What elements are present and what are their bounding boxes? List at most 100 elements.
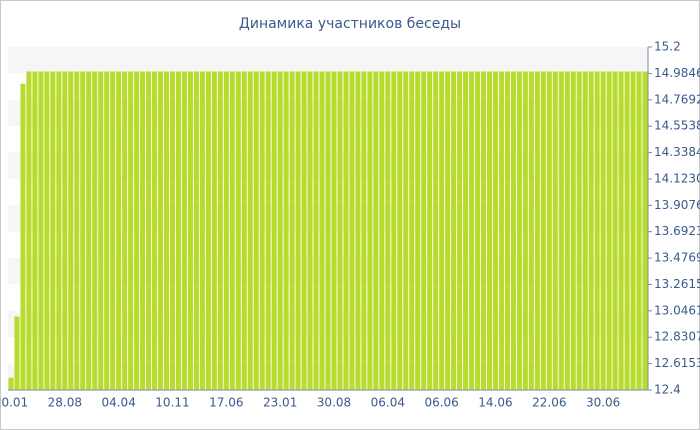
bar — [481, 71, 487, 390]
bar — [313, 71, 319, 390]
bar — [146, 71, 152, 390]
bar — [325, 71, 331, 390]
bar — [289, 71, 295, 390]
x-tick-label: 10.11 — [155, 396, 189, 410]
bar — [624, 71, 630, 390]
bar — [463, 71, 469, 390]
bar — [355, 71, 361, 390]
bar — [397, 71, 403, 390]
x-tick-label: 20.01 — [0, 396, 28, 410]
bar — [510, 71, 516, 390]
bar — [486, 71, 493, 390]
y-tick-label: 13.6923 — [654, 224, 700, 238]
y-tick-label: 13.9076 — [654, 198, 700, 212]
bar — [588, 71, 594, 390]
bar — [128, 71, 134, 390]
bar — [469, 71, 475, 390]
bar — [570, 71, 576, 390]
bar — [564, 71, 570, 390]
bar — [522, 71, 528, 390]
bar — [140, 71, 146, 390]
bar — [217, 71, 223, 390]
bar — [367, 71, 373, 390]
x-tick-label: 30.06 — [586, 396, 620, 410]
bar — [98, 71, 104, 390]
bar — [92, 71, 98, 390]
bar — [8, 377, 14, 390]
bar — [241, 71, 247, 390]
bar — [504, 71, 510, 390]
x-tick-label: 23.01 — [263, 396, 297, 410]
bar — [349, 71, 355, 390]
bar — [415, 71, 421, 390]
bar — [32, 71, 38, 390]
bar — [582, 71, 588, 390]
y-tick-label: 13.4769 — [654, 251, 700, 265]
bar — [498, 71, 504, 390]
bar — [427, 71, 433, 390]
x-tick-label: 06.06 — [424, 396, 458, 410]
bar — [277, 71, 283, 390]
y-tick-label: 15.2 — [654, 40, 681, 54]
bar — [337, 71, 343, 390]
y-tick-label: 12.8307 — [654, 330, 700, 344]
bar — [44, 71, 50, 390]
bar — [158, 71, 164, 390]
bar — [546, 71, 552, 390]
chart-title: Динамика участников беседы — [239, 16, 461, 32]
bar — [540, 71, 546, 390]
bar — [38, 71, 44, 390]
bar — [247, 71, 253, 390]
x-tick-label: 06.04 — [371, 396, 405, 410]
bar — [307, 71, 313, 390]
bar — [618, 71, 624, 390]
bar — [134, 71, 140, 390]
bar — [187, 71, 193, 390]
bar — [445, 71, 451, 390]
bar — [373, 71, 379, 390]
grid-band — [8, 47, 648, 74]
bar — [122, 71, 128, 390]
bar — [211, 71, 217, 390]
bar — [229, 71, 235, 390]
bar — [475, 71, 481, 390]
bar — [152, 71, 158, 390]
bar — [385, 71, 391, 390]
bar — [319, 71, 325, 390]
bar — [421, 71, 427, 390]
bar — [439, 71, 445, 390]
bar — [492, 71, 498, 390]
bar — [594, 71, 600, 390]
bar — [403, 71, 409, 390]
bar — [62, 71, 68, 390]
bar — [169, 71, 175, 390]
bar — [283, 71, 289, 390]
y-tick-label: 14.3384 — [654, 145, 700, 159]
bar — [271, 71, 277, 390]
bar — [630, 71, 636, 390]
bar — [265, 71, 271, 390]
bar — [343, 71, 349, 390]
y-tick-label: 12.4 — [654, 383, 681, 397]
bar — [636, 71, 642, 390]
bar — [116, 71, 122, 390]
y-tick-label: 14.7692 — [654, 92, 700, 106]
bar — [295, 71, 301, 390]
bar — [379, 71, 385, 390]
bar — [56, 71, 62, 390]
bar — [50, 71, 56, 390]
bar — [86, 71, 92, 390]
bar — [331, 71, 337, 390]
bar — [552, 71, 558, 390]
x-tick-label: 22.06 — [532, 396, 566, 410]
x-tick-label: 30.08 — [317, 396, 351, 410]
bar — [175, 71, 181, 390]
bar — [199, 71, 205, 390]
bar — [606, 71, 612, 390]
bar — [361, 71, 367, 390]
bar — [193, 71, 199, 390]
bar — [259, 71, 265, 390]
y-tick-label: 12.6153 — [654, 356, 700, 370]
bar — [576, 71, 582, 390]
bar — [391, 71, 397, 390]
